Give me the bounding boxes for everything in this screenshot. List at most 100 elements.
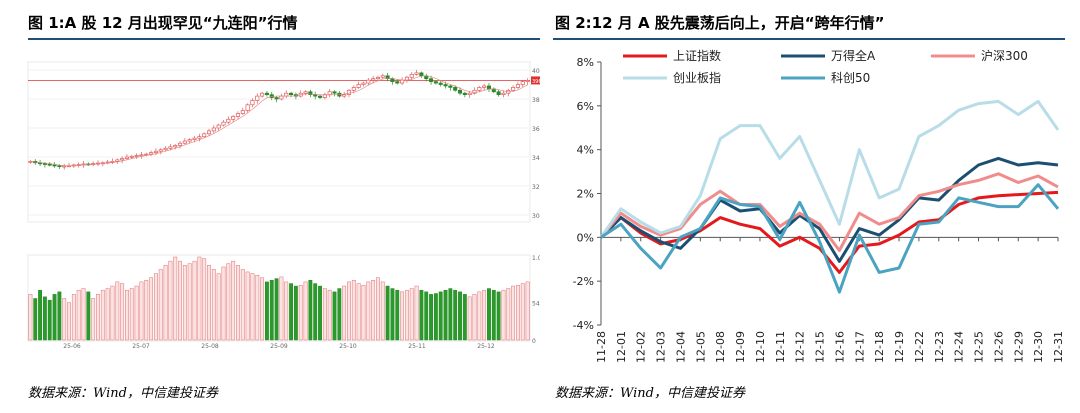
right-chart-title: 图 2:12 月 A 股先震荡后向上，开启“跨年行情” (555, 14, 885, 32)
volume-bar (400, 291, 405, 341)
volume-bar (515, 284, 520, 341)
x-tick-label: 12-24 (953, 331, 966, 363)
volume-bar (506, 288, 511, 341)
candle-body (477, 87, 482, 91)
candle-body (443, 84, 448, 87)
volume-bar (313, 283, 318, 341)
candle-body (264, 92, 269, 96)
series-line-3 (599, 172, 1059, 252)
left-title-rule (28, 38, 540, 40)
price-tick-label: 324 (532, 184, 540, 191)
volume-bar (211, 269, 216, 341)
candle-body (371, 78, 376, 81)
volume-bar (76, 289, 81, 341)
volume-bar (472, 294, 477, 341)
volume-bar (71, 294, 76, 341)
x-tick-label: 12-03 (655, 331, 668, 363)
volume-bar (371, 279, 376, 341)
candle-body (317, 95, 323, 98)
volume-bar (477, 291, 482, 341)
y-tick-label: 6% (577, 100, 594, 113)
candle-body (448, 85, 453, 88)
x-tick-label: 12-26 (992, 331, 1005, 363)
volume-bar (409, 288, 414, 341)
candle-body (245, 104, 250, 111)
candle-body (235, 113, 241, 117)
volume-bar (173, 256, 178, 341)
volume-bar (443, 289, 448, 341)
volume-bar (327, 289, 332, 341)
volume-bar (182, 265, 187, 341)
volume-bar (395, 289, 400, 341)
volume-bar (153, 273, 158, 341)
volume-bar (424, 291, 429, 341)
candle-body (206, 130, 212, 135)
volume-bar (42, 296, 47, 341)
candle-body (231, 116, 236, 120)
volume-bar (496, 291, 501, 341)
volume-bar (250, 273, 255, 341)
y-tick-label: -4% (573, 319, 594, 332)
candle-body (47, 163, 52, 166)
volume-bar (163, 265, 168, 341)
candle-body (197, 136, 202, 139)
price-tick-label: 384 (532, 97, 540, 104)
volume-bar (245, 271, 250, 341)
x-tick-label: 12-05 (694, 331, 707, 363)
volume-bar (62, 298, 67, 341)
y-tick-label: 4% (577, 144, 594, 157)
volume-bar (520, 283, 525, 341)
candle-body (375, 76, 380, 80)
candle-body (332, 91, 337, 94)
x-tick-label: 12-29 (1012, 331, 1025, 363)
volume-bar (279, 276, 284, 341)
candle-body (361, 82, 366, 85)
candle-body (525, 80, 530, 82)
time-tick-label: 25-09 (270, 343, 288, 350)
volume-bar (120, 283, 125, 341)
volume-bar (91, 298, 96, 341)
candle-body (385, 75, 390, 80)
price-tick-label: 404 (532, 68, 540, 75)
volume-tick-label: 540 (532, 301, 540, 308)
candle-body (496, 91, 501, 96)
candle-body (511, 87, 516, 91)
time-tick-label: 25-11 (408, 343, 426, 350)
candle-body (124, 156, 129, 159)
price-plot-frame (27, 61, 531, 223)
volume-bar (38, 289, 43, 341)
candle-body (409, 73, 414, 78)
price-moving-average (30, 75, 528, 167)
volume-bar (448, 288, 453, 341)
candle-body (187, 139, 192, 142)
candle-body (260, 92, 265, 97)
volume-bar (28, 294, 33, 341)
volume-bar (81, 288, 86, 341)
candle-body (515, 84, 520, 88)
volume-bar (433, 293, 438, 341)
x-tick-label: 12-25 (973, 331, 986, 363)
candle-body (274, 97, 279, 100)
candle-body (414, 72, 419, 75)
candle-body (178, 142, 183, 146)
candle-body (289, 92, 294, 96)
candle-body (482, 85, 487, 88)
volume-bar (376, 277, 380, 341)
volume-bar (149, 277, 154, 341)
x-tick-label: 11-28 (595, 331, 608, 363)
left-source-note: 数据来源：Wind，中信建投证券 (28, 386, 218, 401)
x-tick-label: 12-19 (893, 331, 906, 363)
volume-bar (453, 289, 458, 341)
legend-label-2: 万得全A (831, 48, 876, 63)
volume-bar (274, 278, 279, 341)
volume-bar (414, 285, 419, 341)
volume-tick-label: 1.0 (532, 255, 540, 262)
price-tick-label: 364 (532, 126, 540, 133)
candle-body (327, 91, 332, 96)
volume-bar (303, 281, 308, 341)
legend-label-4: 创业板指 (673, 70, 721, 85)
index-line-chart: 8% 6% 4% 2% 0% -2% -4%11-28 12-01 12-02 12-03 12-0… (573, 48, 1065, 363)
volume-bar (322, 288, 327, 341)
candle-body (173, 145, 178, 148)
candle-body (438, 82, 443, 85)
